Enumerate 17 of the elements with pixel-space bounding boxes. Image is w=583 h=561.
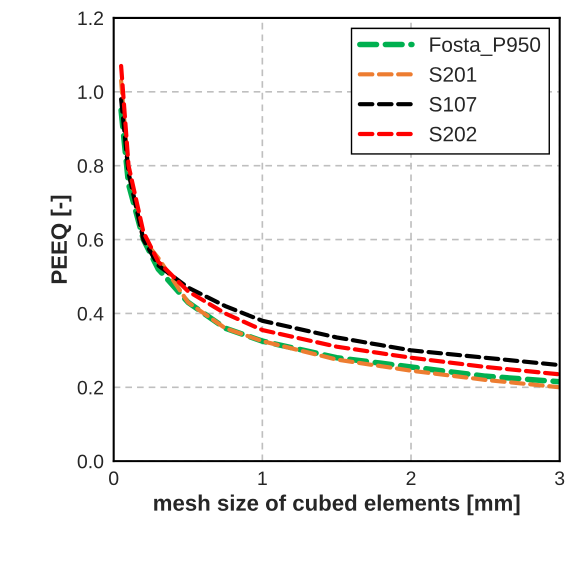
y-tick-label: 0.8 (78, 159, 104, 173)
y-tick-label: 0.0 (78, 454, 104, 468)
y-tick-label: 0.4 (78, 306, 104, 321)
x-tick-label: 1 (258, 472, 267, 485)
y-tick-label: 0.2 (78, 380, 103, 395)
x-tick-label: 2 (406, 471, 416, 485)
x-axis-title: mesh size of cubed elements [mm] (154, 494, 520, 516)
legend-label: S202 (430, 126, 476, 142)
x-tick-label: 0 (109, 471, 118, 486)
legend-label: S201 (430, 67, 476, 82)
x-tick-label: 3 (555, 471, 564, 486)
y-tick-label: 0.6 (78, 233, 104, 247)
y-tick-label: 1.2 (78, 11, 103, 25)
legend-label: S107 (430, 96, 476, 112)
y-tick-label: 1.0 (78, 85, 104, 100)
legend-label: Fosta_P950 (430, 37, 540, 56)
y-axis-title: PEEQ [-] (50, 196, 72, 284)
